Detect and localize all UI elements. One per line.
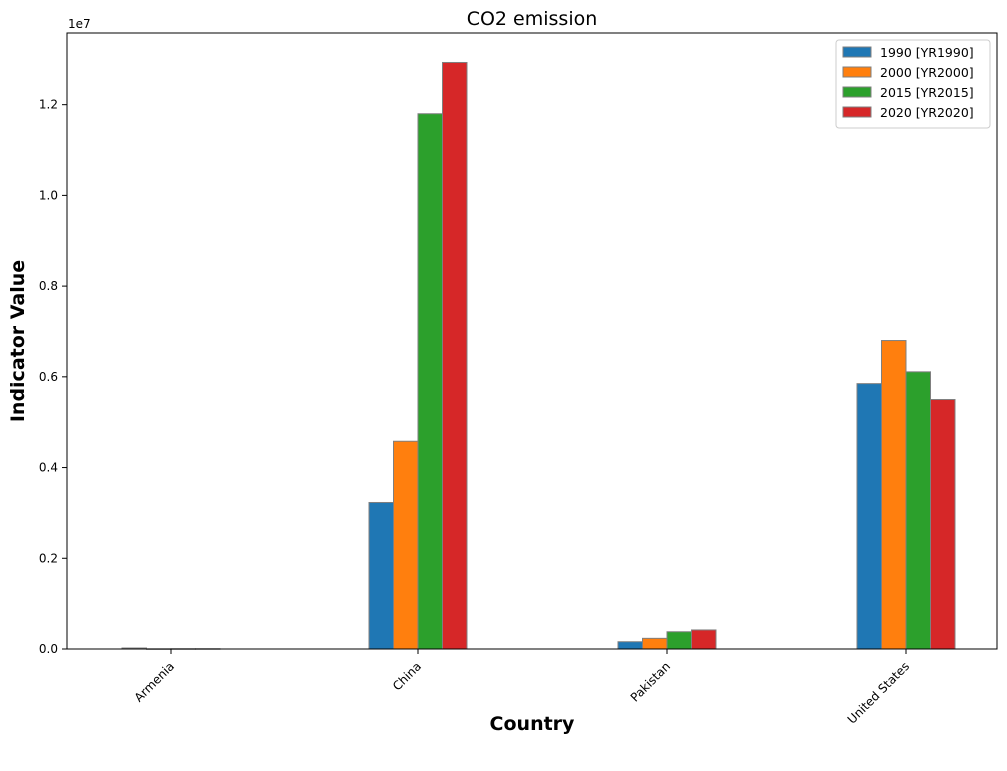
bar-pakistan-1	[642, 637, 668, 650]
y-tick-label: 0.4	[39, 461, 58, 475]
x-tick-label: Pakistan	[628, 659, 673, 704]
y-offset-label: 1e7	[68, 17, 91, 31]
y-tick-label: 1.2	[39, 98, 58, 112]
y-tick-label: 1.0	[39, 188, 58, 202]
legend-swatch	[842, 46, 872, 58]
bar-united-states-0	[856, 383, 882, 650]
bar-united-states-3	[930, 399, 956, 650]
bar-china-2	[417, 113, 443, 650]
bar-pakistan-2	[666, 631, 692, 650]
x-tick-label: China	[390, 659, 424, 693]
legend: 1990 [YR1990] 2000 [YR2000] 2015 [YR2015] 2…	[835, 39, 991, 129]
y-tick-label: 0.2	[39, 551, 58, 565]
x-axis-label: Country	[490, 713, 576, 735]
legend-swatch	[842, 66, 872, 78]
chart-title: CO2 emission	[467, 8, 598, 30]
legend-label: 2000 [YR2000]	[880, 65, 974, 80]
bar-china-1	[393, 440, 419, 650]
plot-frame	[66, 32, 998, 650]
legend-swatch	[842, 86, 872, 98]
y-tick-label: 0.0	[39, 642, 58, 656]
y-tick-label: 0.8	[39, 279, 58, 293]
bar-united-states-2	[905, 371, 931, 650]
y-axis: 0.0 0.2 0.4 0.6 0.8 1.0 1.2	[39, 98, 67, 656]
bar-united-states-1	[881, 340, 907, 650]
y-tick-label: 0.6	[39, 370, 58, 384]
bar-china-3	[442, 61, 468, 650]
bar-china-0	[368, 501, 394, 650]
legend-label: 1990 [YR1990]	[880, 45, 974, 60]
legend-label: 2015 [YR2015]	[880, 85, 974, 100]
y-axis-label: Indicator Value	[7, 260, 29, 422]
bars-group	[121, 61, 956, 650]
legend-swatch	[842, 106, 872, 118]
legend-box	[835, 39, 991, 129]
bar-pakistan-3	[691, 629, 717, 650]
x-tick-label: Armenia	[132, 659, 177, 704]
x-tick-label: United States	[845, 659, 912, 726]
bar-pakistan-0	[617, 641, 643, 650]
legend-label: 2020 [YR2020]	[880, 105, 974, 120]
